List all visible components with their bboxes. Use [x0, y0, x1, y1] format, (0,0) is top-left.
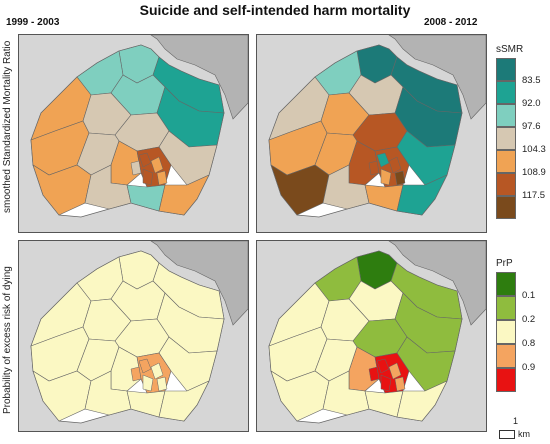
legend-ssmr-title: sSMR [496, 44, 524, 55]
scale-bar-value: 1 [513, 416, 519, 426]
legend-ssmr-label: 117.5 [522, 190, 546, 201]
scale-bar-unit: km [518, 429, 530, 439]
row-label-top: smoothed Standardized Mortality Ratio [2, 40, 13, 213]
neighbouring-land [150, 35, 248, 120]
legend-prp-swatch [496, 344, 516, 368]
parish-region [150, 156, 164, 174]
parish-region [380, 374, 392, 392]
parish-region [126, 390, 166, 418]
parish-region [394, 170, 406, 186]
parish-region [380, 168, 392, 186]
legend-prp-label: 0.8 [522, 338, 536, 349]
legend-prp-swatch [496, 296, 516, 320]
legend-ssmr-label: 108.9 [522, 167, 546, 178]
legend-ssmr-label: 92.0 [522, 98, 541, 109]
parish-region [376, 358, 390, 374]
parish-region [376, 152, 390, 168]
legend-prp-title: PrP [496, 258, 513, 269]
map-ssmr-1999-2003 [30, 35, 248, 218]
parish-region [156, 376, 168, 392]
map-panel-ssmr-2008-2012 [256, 34, 487, 233]
parish-region [138, 358, 152, 374]
legend-ssmr-swatch [496, 81, 516, 104]
legend-ssmr-label: 104.3 [522, 144, 546, 155]
legend-prp-label: 0.1 [522, 290, 536, 301]
map-prp-1999-2003 [30, 241, 248, 424]
legend-ssmr-swatch [496, 58, 516, 81]
parish-region [138, 152, 152, 168]
parish-region [364, 184, 404, 212]
parish-region [126, 184, 166, 212]
parish-region [130, 160, 142, 176]
parish-region [158, 380, 210, 422]
parish-region [394, 376, 406, 392]
legend-prp [496, 272, 516, 392]
legend-ssmr-label: 83.5 [522, 75, 541, 86]
period-label-right: 2008 - 2012 [424, 17, 478, 28]
legend-ssmr-swatch [496, 104, 516, 127]
map-panel-ssmr-1999-2003 [18, 34, 249, 233]
legend-prp-swatch [496, 368, 516, 392]
legend-prp-swatch [496, 320, 516, 344]
legend-prp-label: 0.2 [522, 314, 536, 325]
legend-ssmr-swatch [496, 196, 516, 219]
legend-prp-swatch [496, 272, 516, 296]
parish-region [156, 170, 168, 186]
parish-region [142, 168, 154, 186]
parish-region [368, 160, 380, 176]
map-panel-prp-1999-2003 [18, 240, 249, 432]
map-panel-prp-2008-2012 [256, 240, 487, 432]
parish-region [396, 380, 448, 422]
legend-ssmr-swatch [496, 127, 516, 150]
neighbouring-land [150, 241, 248, 326]
parish-region [142, 374, 154, 392]
parish-region [364, 390, 404, 418]
scale-bar [499, 430, 515, 439]
neighbouring-land [388, 241, 486, 326]
legend-ssmr [496, 58, 516, 219]
parish-region [388, 362, 402, 380]
parish-region [150, 362, 164, 380]
map-ssmr-2008-2012 [268, 35, 486, 218]
legend-ssmr-swatch [496, 173, 516, 196]
parish-region [130, 366, 142, 382]
legend-prp-label: 0.9 [522, 362, 536, 373]
map-title: Suicide and self-intended harm mortality [139, 2, 411, 18]
legend-ssmr-swatch [496, 150, 516, 173]
parish-region [368, 366, 380, 382]
parish-region [396, 174, 448, 216]
parish-region [388, 156, 402, 174]
map-prp-2008-2012 [268, 241, 486, 424]
period-label-left: 1999 - 2003 [6, 17, 60, 28]
legend-ssmr-label: 97.6 [522, 121, 541, 132]
neighbouring-land [388, 35, 486, 120]
row-label-bottom: Probability of excess risk of dying [2, 266, 13, 414]
parish-region [158, 174, 210, 216]
